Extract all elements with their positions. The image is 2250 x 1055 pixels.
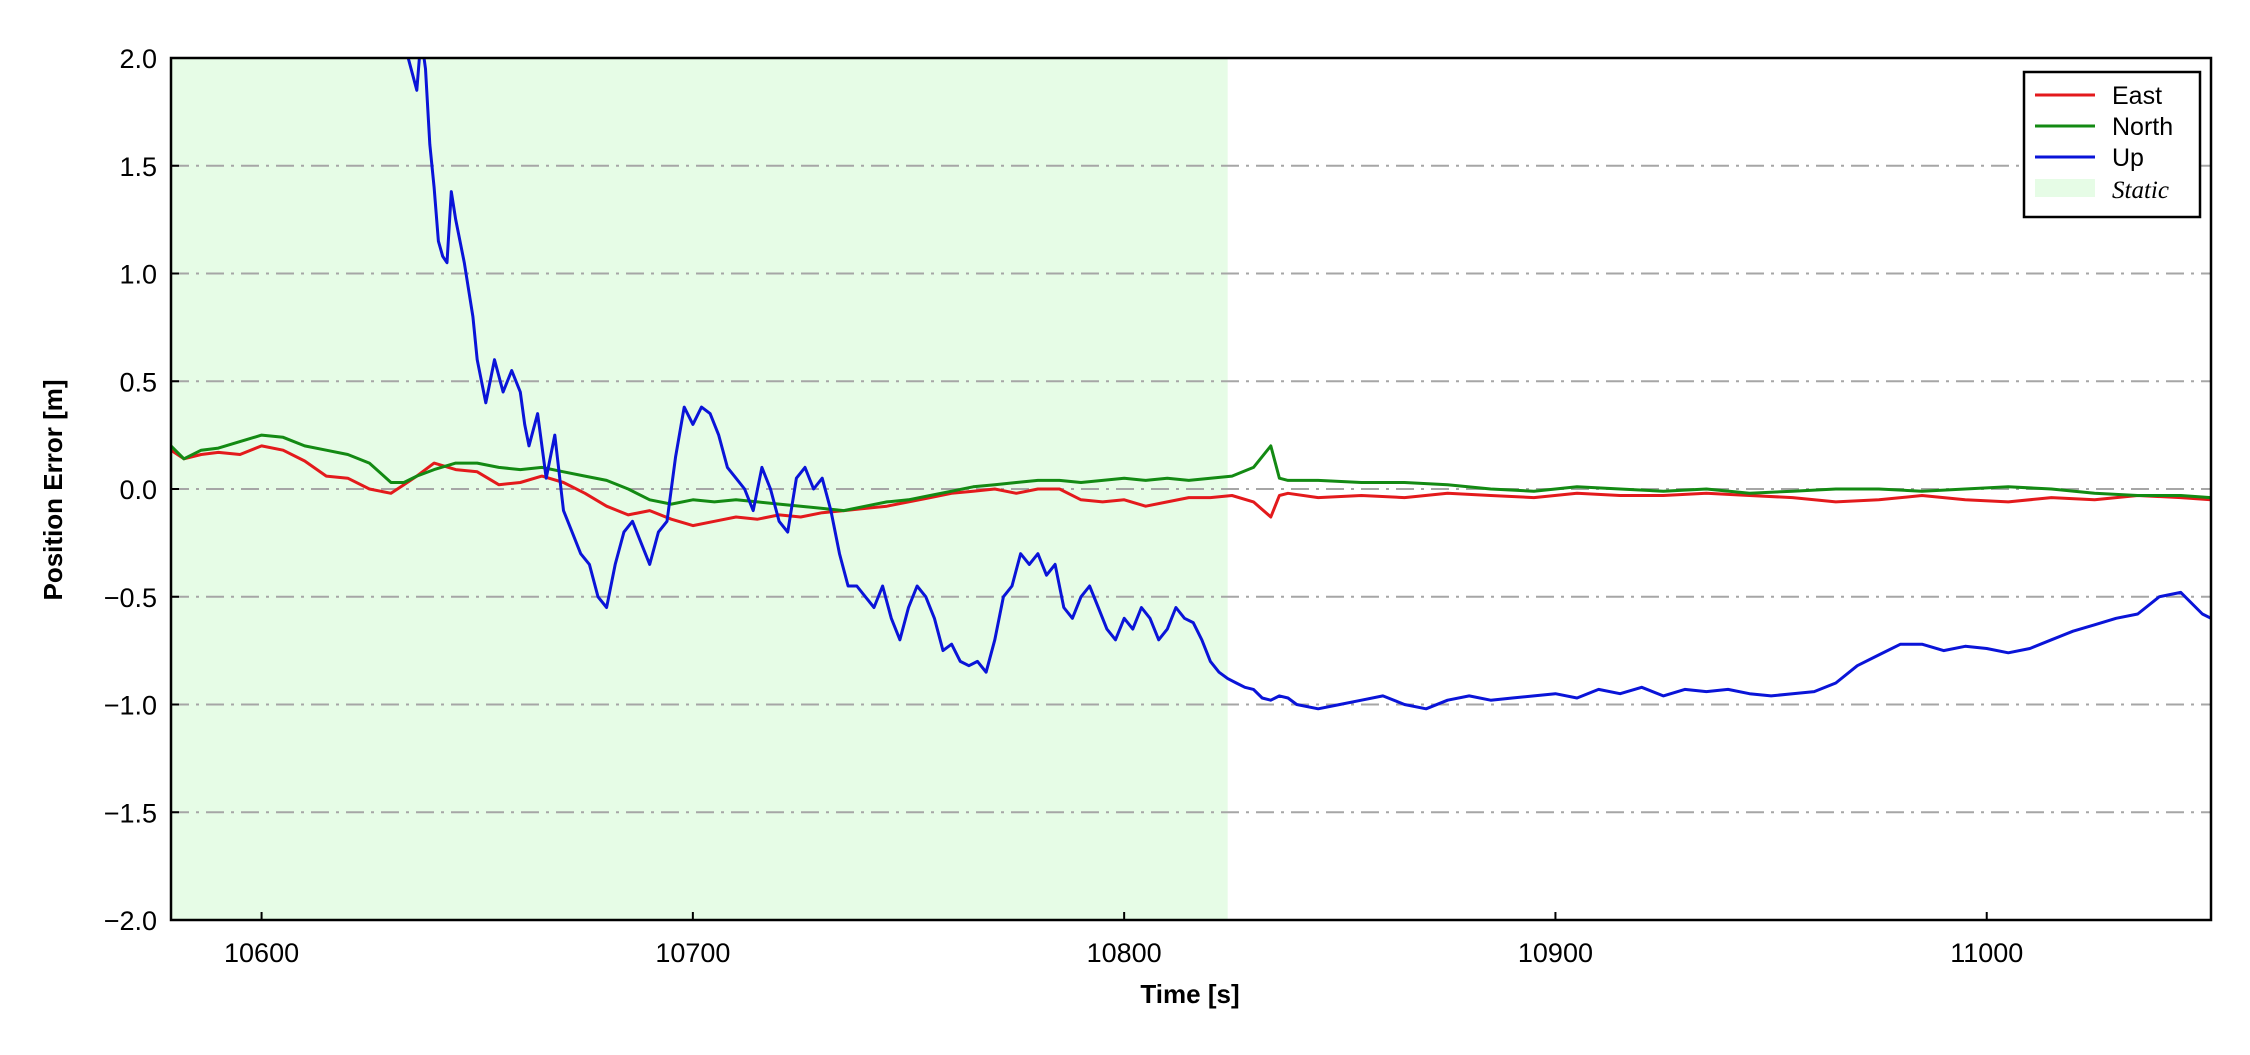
x-tick-label: 10800 (1087, 938, 1162, 968)
series-line-up (406, 58, 2211, 711)
x-tick-label: 11000 (1950, 938, 2023, 968)
legend-north-label: North (2112, 113, 2173, 141)
x-tick-label: 10600 (224, 938, 299, 968)
y-tick-label: 1.0 (119, 260, 157, 290)
y-tick-label: 1.5 (119, 152, 157, 182)
y-axis-title: Position Error [m] (38, 379, 68, 600)
legend: East North Up Static (2022, 70, 2202, 219)
legend-static-label: Static (2112, 177, 2169, 204)
y-tick-label: −1.0 (104, 691, 157, 721)
x-tick-label: 10900 (1518, 938, 1593, 968)
series-layer (171, 58, 2211, 711)
legend-east-label: East (2112, 82, 2162, 110)
axis-layer: 2.0 1.5 1.0 0.5 0.0 −0.5 −1.0 −1.5 −2.0 10600 1070… (104, 44, 2213, 968)
x-tick-label: 10700 (655, 938, 730, 968)
y-tick-label: −0.5 (104, 583, 157, 613)
y-tick-label: −2.0 (104, 906, 157, 936)
y-tick-label: 2.0 (119, 44, 157, 74)
y-tick-label: 0.5 (119, 367, 157, 397)
series-line-north (171, 433, 2211, 513)
y-tick-label: 0.0 (119, 475, 157, 505)
x-axis-title: Time [s] (1140, 979, 1239, 1009)
y-tick-label: −1.5 (104, 798, 157, 828)
grid-layer (171, 164, 2211, 814)
legend-up-label: Up (2112, 144, 2144, 172)
legend-static-swatch (2035, 179, 2095, 197)
